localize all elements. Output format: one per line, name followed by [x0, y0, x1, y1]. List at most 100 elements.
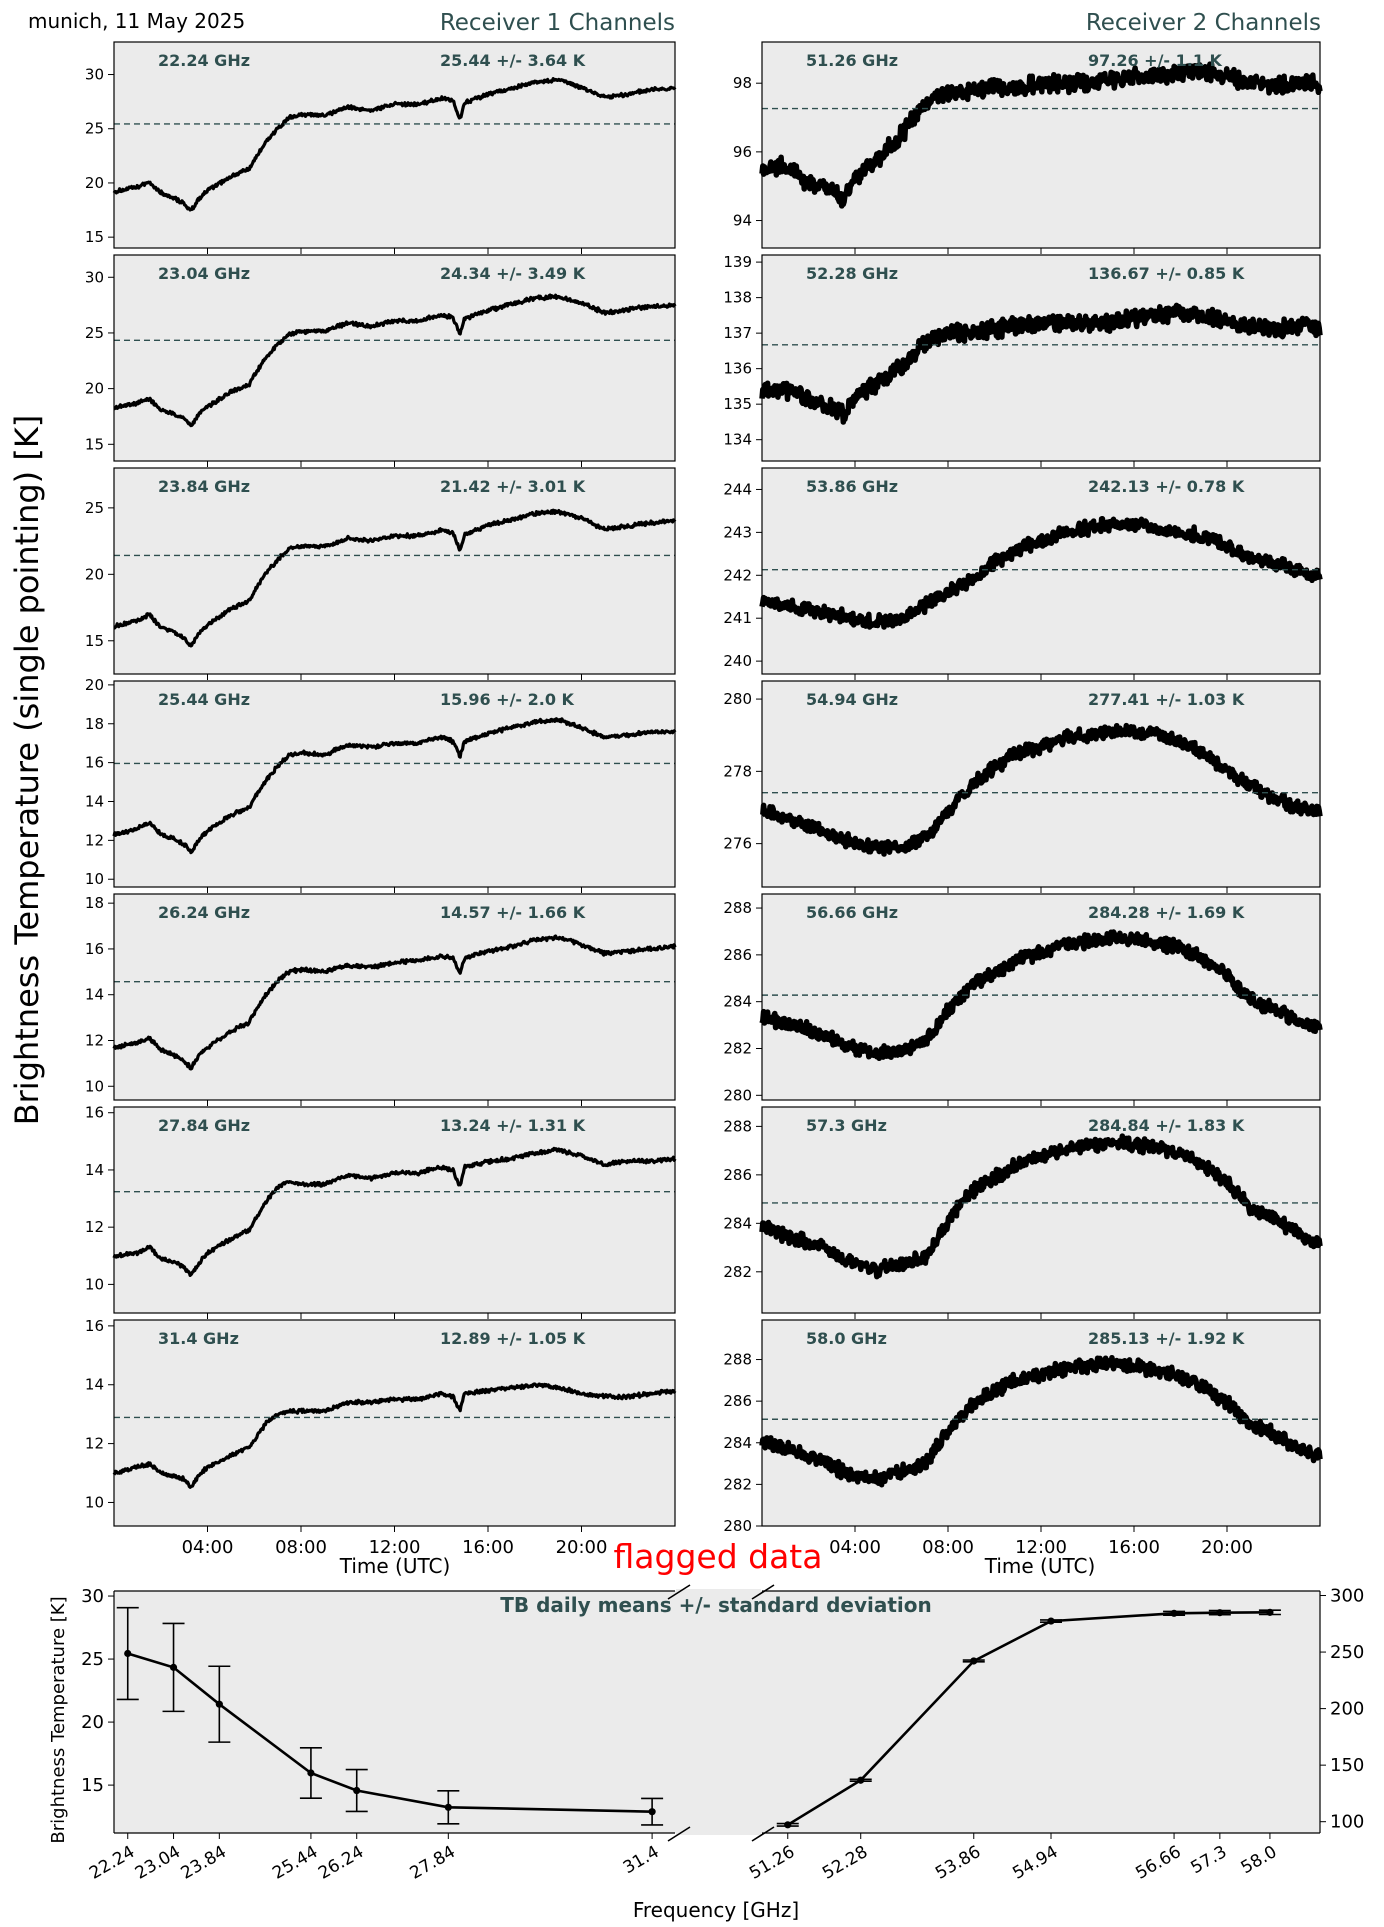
series-trace [760, 722, 1323, 857]
channel-frequency-label: 22.24 GHz [158, 51, 250, 70]
panel-background [762, 681, 1320, 887]
y-tick-label: 14 [85, 1376, 104, 1394]
y-tick-label: 30 [85, 268, 104, 286]
xlabel-receiver2: Time (UTC) [984, 1554, 1096, 1578]
channel-stat-label: 97.26 +/- 1.1 K [1088, 51, 1223, 70]
y-tick-label: 16 [85, 754, 104, 772]
y-tick-label: 20 [85, 380, 104, 398]
y-tick-label: 134 [723, 431, 752, 449]
y-tick-label: 240 [723, 652, 752, 670]
panel-frame [761, 893, 1321, 1101]
freq-tick-label: 27.84 [407, 1842, 459, 1884]
axis-break-mark [751, 1826, 775, 1842]
channel-frequency-label: 57.3 GHz [806, 1116, 887, 1135]
y-tick-label: 288 [723, 899, 752, 917]
time-series-panels: 15 20 25 30 22.24 GHz 25.44 +/- 3.64 K 15 20 25 3… [85, 41, 1323, 1558]
panel-frame [761, 41, 1321, 249]
channel-stat-label: 21.42 +/- 3.01 K [440, 477, 586, 496]
mean-point [1266, 1608, 1274, 1616]
y-tick-label: 280 [723, 1086, 752, 1104]
panel-2-6: 282 284 286 288 57.3 GHz 284.84 +/- 1.83 K [723, 1106, 1323, 1319]
freq-tick-label: 26.24 [315, 1842, 367, 1884]
panel-background [762, 1320, 1320, 1526]
y-tick-label: 243 [723, 523, 752, 541]
freq-tick-label: 57.3 [1188, 1842, 1231, 1878]
panel-background [114, 255, 675, 461]
y-tick-label: 14 [85, 1161, 104, 1179]
panel-background [762, 1107, 1320, 1313]
channel-frequency-label: 52.28 GHz [806, 264, 898, 283]
panel-2-5: 280 282 284 286 288 56.66 GHz 284.28 +/- 1.69 … [723, 893, 1323, 1106]
y-tick-label: 280 [723, 690, 752, 708]
y-tick-label: 16 [85, 940, 104, 958]
panel-2-3: 240 241 242 243 244 53.86 GHz 242.13 +/- 0.78 … [723, 467, 1323, 680]
freq-tick-label: 58.0 [1238, 1842, 1281, 1878]
channel-stat-label: 25.44 +/- 3.64 K [440, 51, 586, 70]
freq-tick-label: 53.86 [932, 1842, 984, 1884]
frequency-xlabel: Frequency [GHz] [633, 1898, 799, 1922]
axis-break-mark [751, 1584, 775, 1600]
y-tick-label: 286 [723, 1166, 752, 1184]
y-tick-label: 20 [85, 174, 104, 192]
panel-frame [113, 893, 676, 1101]
y-tick-label: 16 [85, 1104, 104, 1122]
series-trace [113, 293, 677, 428]
daily-means-title: TB daily means +/- standard deviation [500, 1593, 932, 1617]
bottom-ylabel: Brightness Temperature [K] [48, 1596, 69, 1843]
channel-stat-label: 13.24 +/- 1.31 K [440, 1116, 586, 1135]
panel-1-3: 15 20 25 23.84 GHz 21.42 +/- 3.01 K [85, 467, 677, 680]
channel-frequency-label: 23.04 GHz [158, 264, 250, 283]
channel-stat-label: 12.89 +/- 1.05 K [440, 1329, 586, 1348]
series-trace [112, 77, 677, 212]
y-tick-label: 276 [723, 835, 752, 853]
panel-2-2: 134 135 136 137 138 139 52.28 GHz 136.67 +/- 0.… [723, 253, 1323, 467]
y-tick-label: 18 [85, 894, 104, 912]
channel-stat-label: 277.41 +/- 1.03 K [1088, 690, 1245, 709]
series-trace [113, 508, 677, 648]
y-tick-label: 96 [733, 143, 752, 161]
y-tick-label: 15 [85, 228, 104, 246]
channel-frequency-label: 23.84 GHz [158, 477, 250, 496]
mean-point [648, 1808, 656, 1816]
panel-background [114, 894, 675, 1100]
channel-frequency-label: 27.84 GHz [158, 1116, 250, 1135]
panel-1-5: 10 12 14 16 18 26.24 GHz 14.57 +/- 1.66 K [85, 893, 677, 1106]
channel-frequency-label: 51.26 GHz [806, 51, 898, 70]
y-tick-label: 20 [85, 676, 104, 694]
panel-frame [113, 467, 676, 675]
x-tick-label: 04:00 [829, 1537, 881, 1558]
channel-frequency-label: 26.24 GHz [158, 903, 250, 922]
mean-point [444, 1803, 452, 1811]
y-tick-label: 25 [85, 324, 104, 342]
y-tick-label: 135 [723, 395, 752, 413]
channel-frequency-label: 58.0 GHz [806, 1329, 887, 1348]
panel-frame [761, 467, 1321, 675]
axis-break-gap [676, 1589, 761, 1835]
panel-2-1: 94 96 98 51.26 GHz 97.26 +/- 1.1 K [733, 41, 1323, 254]
means-y-tick-label-left: 15 [81, 1775, 104, 1796]
xlabel-receiver1: Time (UTC) [339, 1554, 451, 1578]
mean-point [1216, 1609, 1224, 1617]
freq-tick-label: 51.26 [746, 1842, 798, 1884]
panel-background [114, 681, 675, 887]
y-tick-label: 284 [723, 993, 752, 1011]
y-tick-label: 137 [723, 324, 752, 342]
x-tick-label: 08:00 [275, 1537, 327, 1558]
series-trace [112, 1146, 677, 1277]
means-y-tick-label-left: 20 [81, 1712, 104, 1733]
y-tick-label: 282 [723, 1475, 752, 1493]
panel-2-7: 280 282 284 286 288 04:00 08:00 12:00 16:00 20:00… [723, 1319, 1323, 1558]
y-tick-label: 12 [85, 831, 104, 849]
series-trace [759, 515, 1323, 630]
axis-break-mark [667, 1826, 691, 1842]
x-tick-label: 20:00 [1201, 1537, 1253, 1558]
panel-frame [113, 1106, 676, 1314]
x-tick-label: 08:00 [922, 1537, 974, 1558]
panel-frame [113, 1319, 676, 1527]
y-tick-label: 288 [723, 1117, 752, 1135]
means-y-tick-label-right: 150 [1330, 1755, 1364, 1776]
y-tick-label: 10 [85, 870, 104, 888]
mean-point [169, 1663, 178, 1671]
mean-point [857, 1776, 865, 1784]
x-tick-label: 04:00 [182, 1537, 234, 1558]
